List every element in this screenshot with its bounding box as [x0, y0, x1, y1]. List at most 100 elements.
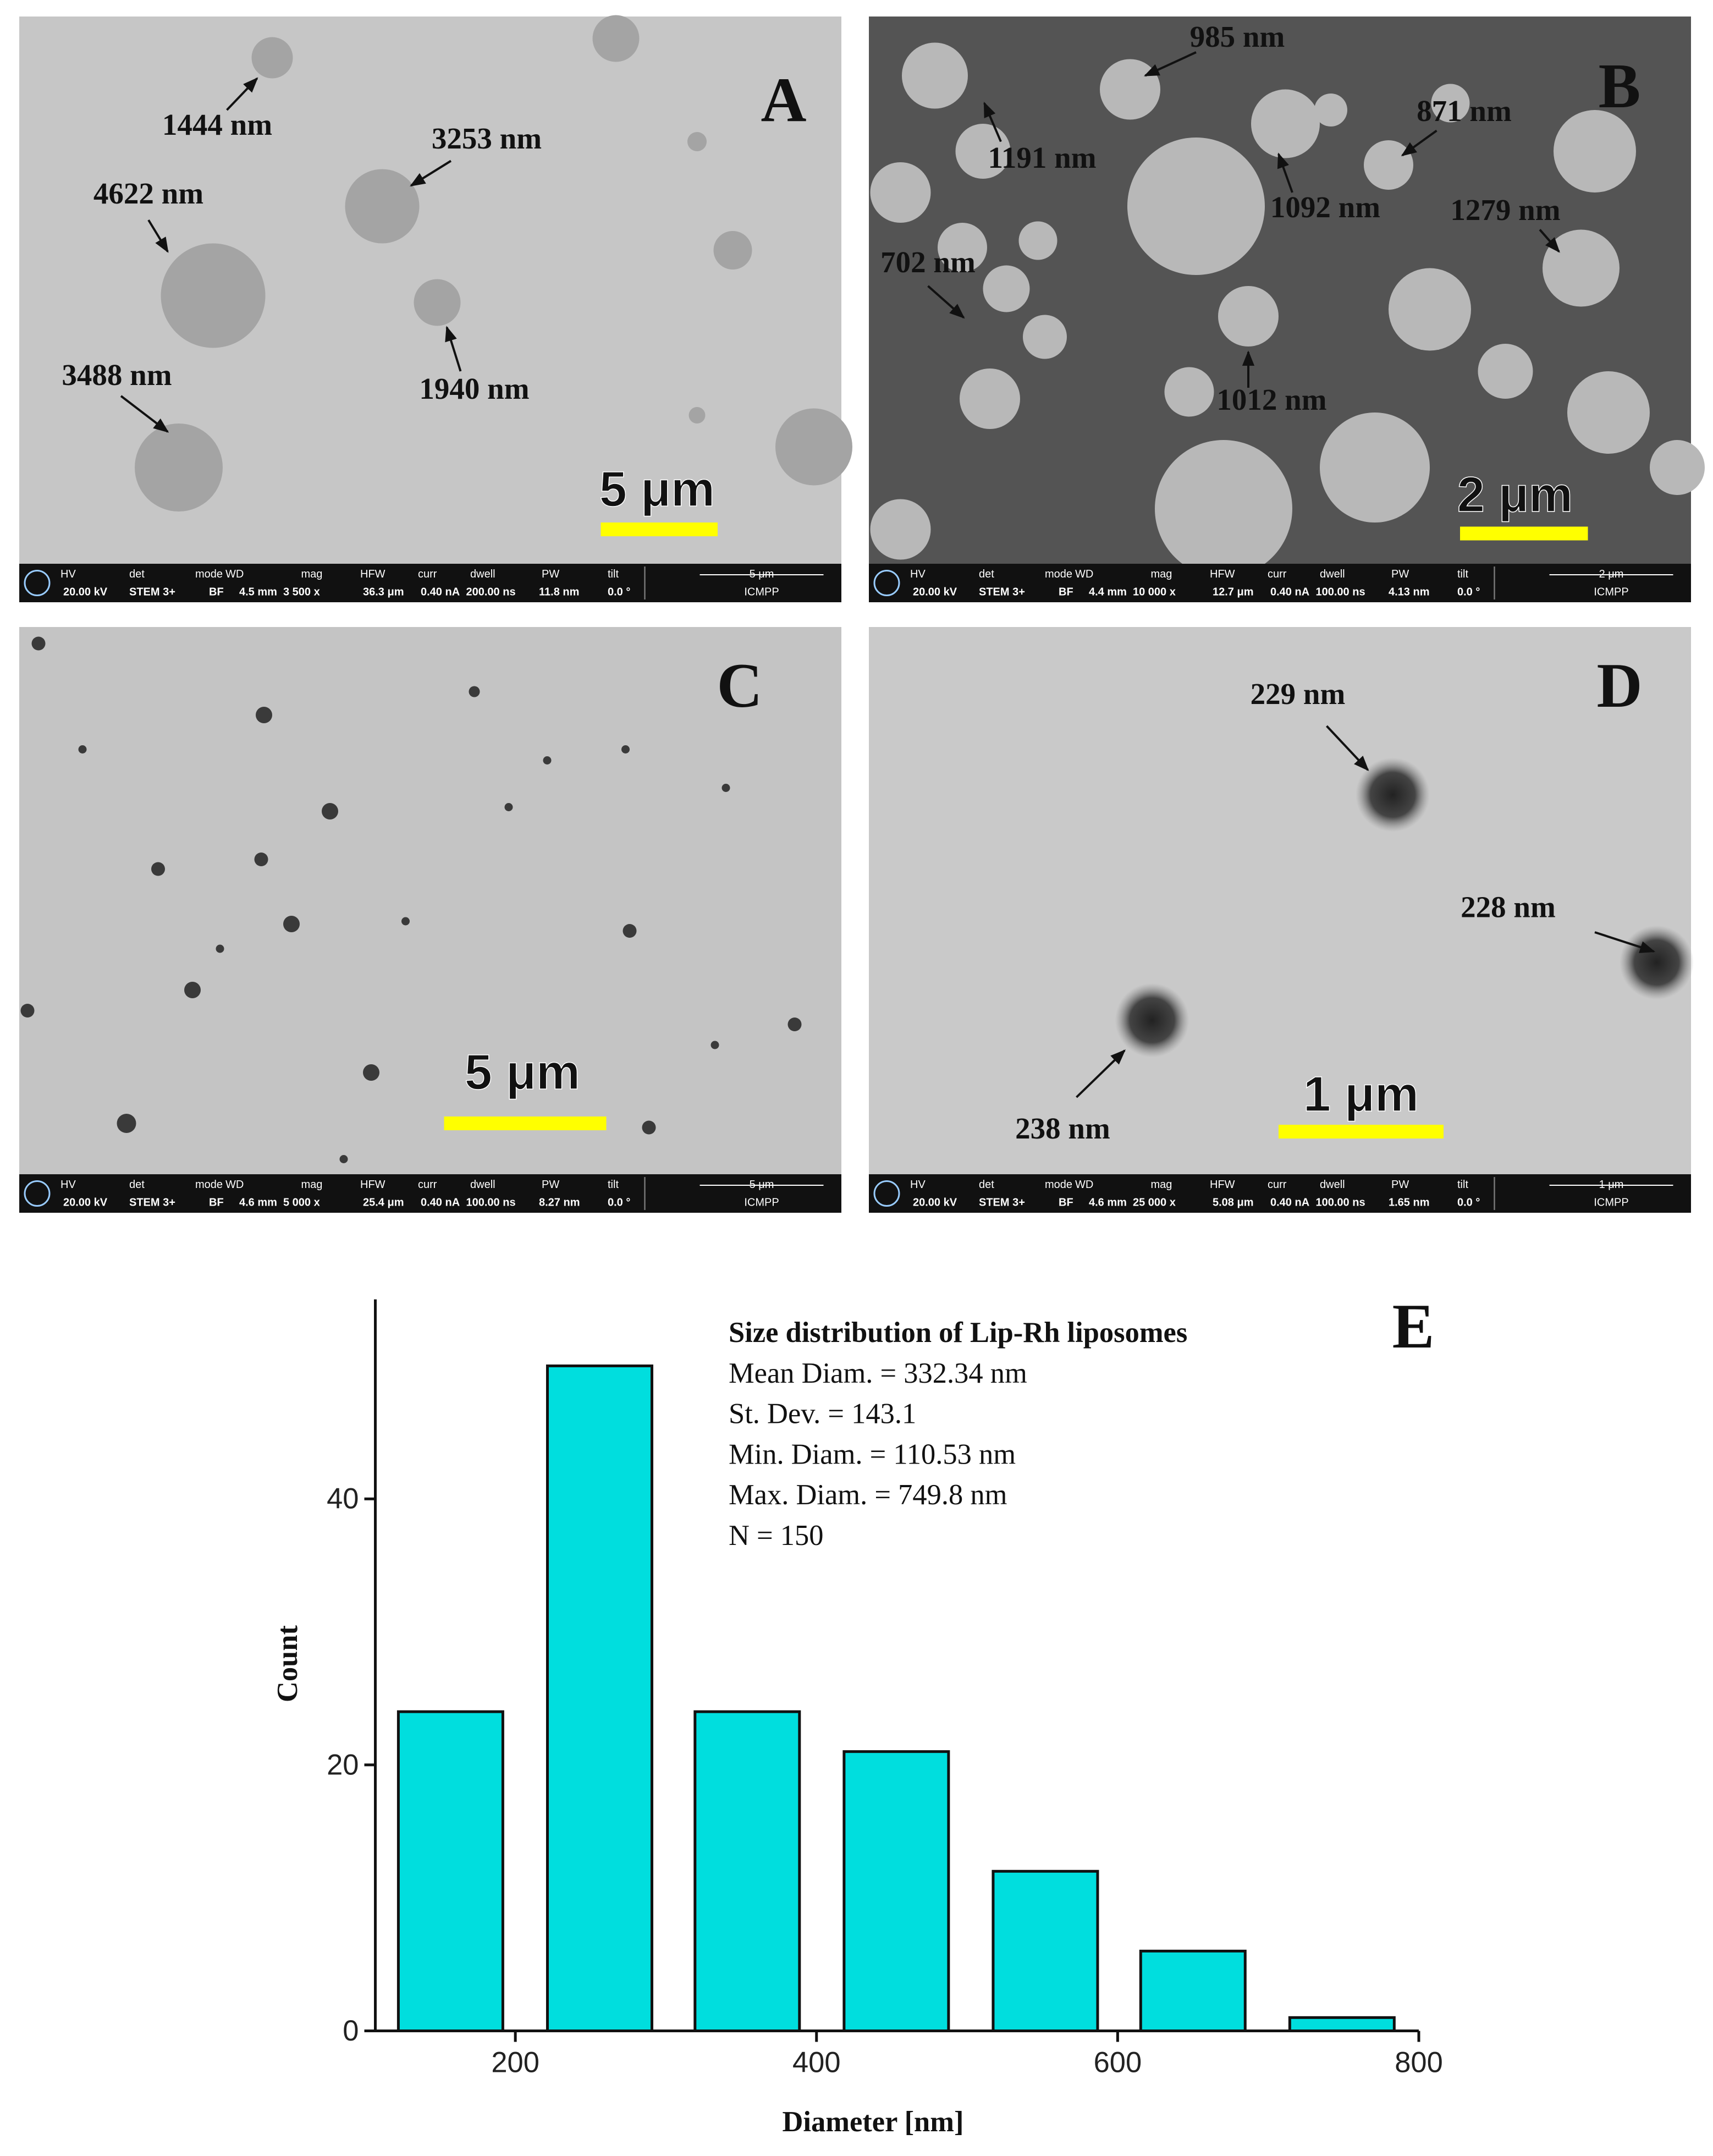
info-header: mag — [301, 568, 323, 580]
arrow — [120, 395, 169, 433]
annotation: Size distribution of Lip-Rh liposomes — [729, 1317, 1187, 1349]
particle — [721, 784, 730, 792]
size-label: 1191 nm — [988, 141, 1096, 174]
info-header: mag — [1151, 1179, 1172, 1191]
bar — [1288, 2016, 1396, 2032]
particle — [504, 803, 513, 811]
particle — [688, 407, 706, 424]
size-label: 238 nm — [1015, 1112, 1110, 1145]
particle — [1620, 925, 1694, 1000]
particle — [1650, 440, 1705, 495]
particle — [161, 243, 266, 348]
info-value: 5 000 x — [283, 1197, 320, 1209]
info-header: WD — [1075, 1179, 1093, 1191]
particle — [469, 686, 480, 697]
particle — [1356, 757, 1430, 832]
info-value: STEM 3+ — [979, 586, 1025, 598]
size-label: 3488 nm — [62, 358, 172, 392]
size-label: 228 nm — [1461, 890, 1556, 924]
arrow — [1277, 152, 1293, 193]
info-facility: ICMPP — [1594, 586, 1628, 598]
particle — [322, 803, 338, 820]
logo — [24, 1180, 51, 1207]
bar — [1139, 1949, 1247, 2032]
size-label: 985 nm — [1190, 20, 1285, 53]
arrow — [226, 77, 258, 111]
panel-letter: C — [717, 651, 762, 721]
size-label: 4622 nm — [93, 177, 203, 210]
particle — [938, 223, 987, 272]
info-value: 4.6 mm — [1089, 1197, 1127, 1209]
info-header: HV — [60, 568, 76, 580]
info-value: BF — [1059, 586, 1073, 598]
info-header: det — [129, 1179, 145, 1191]
particle — [955, 124, 1011, 179]
particle — [642, 1120, 656, 1135]
info-header: HFW — [360, 1179, 385, 1191]
particle — [283, 916, 300, 932]
info-value: 4.4 mm — [1089, 586, 1127, 598]
info-value: 0.0 ° — [1457, 586, 1480, 598]
info-value: 100.00 ns — [466, 1197, 516, 1209]
info-header: curr — [1268, 1179, 1287, 1191]
info-header: dwell — [1320, 1179, 1345, 1191]
scale-bar — [601, 522, 718, 536]
info-value: BF — [209, 586, 224, 598]
particle — [345, 169, 420, 244]
bar — [693, 1710, 801, 2032]
x-tick-label: 600 — [1094, 2047, 1142, 2079]
info-facility: ICMPP — [744, 1197, 779, 1209]
info-value: 8.27 nm — [539, 1197, 580, 1209]
annotation: Min. Diam. = 110.53 nm — [729, 1438, 1016, 1470]
panel-letter: A — [761, 65, 806, 135]
info-header: HFW — [1210, 568, 1235, 580]
size-label: 702 nm — [880, 245, 976, 279]
annotation: Mean Diam. = 332.34 nm — [729, 1357, 1027, 1389]
scale-bar-label: 2 μm — [1457, 468, 1573, 522]
particle — [960, 369, 1020, 429]
info-value: 0.40 nA — [421, 1197, 460, 1209]
info-header: mode — [195, 1179, 223, 1191]
info-header: mode — [195, 568, 223, 580]
annotation: St. Dev. = 143.1 — [729, 1398, 916, 1430]
info-value: 36.3 μm — [363, 586, 404, 598]
info-header: WD — [1075, 568, 1093, 580]
panel-letter: D — [1596, 651, 1642, 721]
annotation: Max. Diam. = 749.8 nm — [729, 1479, 1007, 1511]
particle — [1018, 221, 1057, 260]
info-value: STEM 3+ — [129, 586, 175, 598]
particle — [621, 745, 630, 754]
particle — [1567, 371, 1650, 454]
y-tick-label: 20 — [327, 1748, 359, 1781]
particle — [1364, 140, 1413, 190]
info-header: PW — [1391, 1179, 1409, 1191]
info-header: HFW — [1210, 1179, 1235, 1191]
info-header: tilt — [608, 568, 619, 580]
arrow — [1326, 725, 1369, 772]
scale-bar — [1460, 526, 1588, 541]
info-value: 4.13 nm — [1389, 586, 1429, 598]
info-value: 0.0 ° — [608, 1197, 630, 1209]
particle — [1127, 138, 1265, 275]
particle — [1218, 286, 1279, 346]
info-header: det — [979, 1179, 994, 1191]
arrow — [927, 285, 965, 319]
particle — [339, 1155, 348, 1163]
info-header: PW — [542, 1179, 559, 1191]
particle — [117, 1114, 136, 1133]
info-value: 0.0 ° — [608, 586, 630, 598]
panel-letter: B — [1599, 51, 1641, 121]
particle — [1314, 94, 1347, 127]
particle — [710, 1041, 719, 1049]
info-value: 20.00 kV — [63, 1197, 108, 1209]
info-value: 20.00 kV — [913, 1197, 957, 1209]
x-axis-label: Diameter [nm] — [783, 2106, 964, 2138]
y-axis-label: Count — [272, 1625, 304, 1702]
info-scale-label: 2 μm — [1599, 568, 1624, 580]
info-scale-label: 1 μm — [1599, 1179, 1624, 1191]
info-header: mode — [1045, 568, 1072, 580]
particle — [216, 944, 224, 953]
particle — [1431, 84, 1470, 123]
info-value: STEM 3+ — [129, 1197, 175, 1209]
particle — [1164, 367, 1214, 417]
